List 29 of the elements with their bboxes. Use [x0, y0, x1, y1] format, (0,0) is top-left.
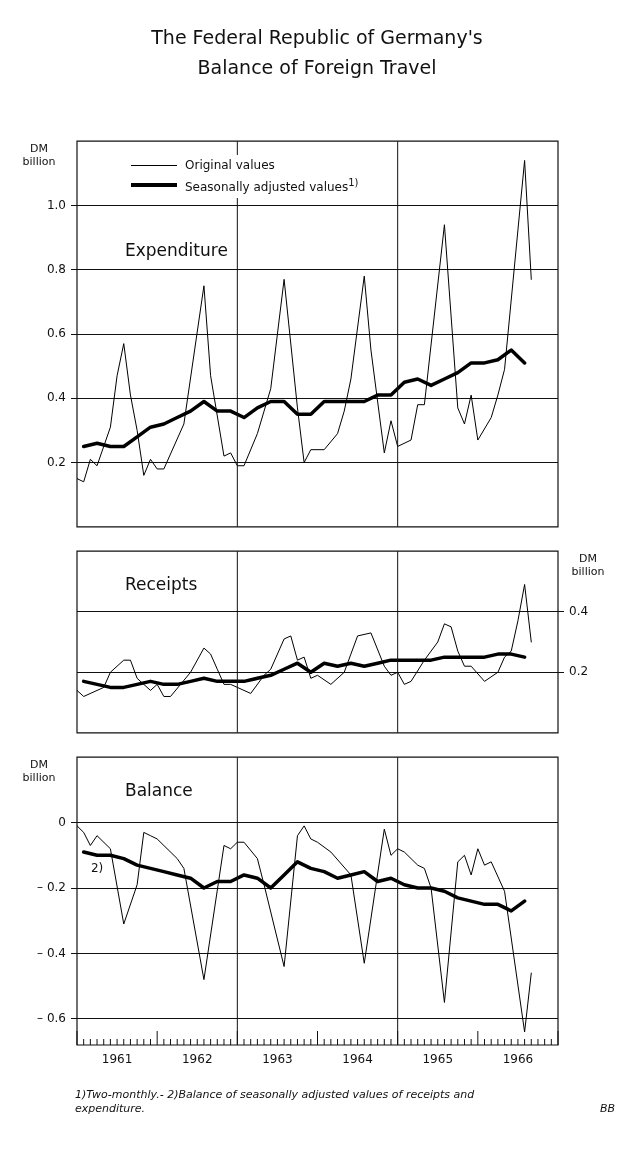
y-tick-label: – 0.6 — [37, 1010, 66, 1025]
y-tick-label: 0.4 — [46, 390, 66, 405]
y-axis-title: DM billion — [22, 141, 56, 168]
x-tick-label: 1963 — [262, 1052, 293, 1067]
x-tick-label: 1965 — [422, 1052, 454, 1067]
y2-tick-label: 0.2 — [569, 664, 589, 679]
y2-tick-label: 0.4 — [569, 603, 589, 618]
text: Receipts — [125, 573, 198, 594]
x-tick-label: 1961 — [101, 1052, 133, 1067]
x-tick-label: 1966 — [502, 1052, 534, 1067]
x-tick-label: 1962 — [181, 1052, 213, 1067]
chart-title: The Federal Republic of Germany's Balance of Foreign Travel — [150, 25, 484, 80]
y2-axis-title: DM billion — [571, 551, 605, 578]
y-tick-label: – 0.4 — [37, 945, 66, 960]
legend-label: Original values — [185, 157, 275, 175]
text: BB — [599, 1102, 615, 1116]
x-tick-label: 1964 — [342, 1052, 373, 1067]
y-axis-title: DM billion — [22, 757, 56, 784]
text: Expenditure — [125, 239, 228, 260]
y-tick-label: – 0.2 — [37, 880, 66, 895]
annotation: 2) — [90, 861, 104, 876]
text: Balance — [125, 779, 193, 800]
y-tick-label: 0.2 — [46, 454, 66, 469]
text: 1)Two-monthly.- 2)Balance of seasonally adjusted values of receipts and expenditure. — [75, 1088, 476, 1116]
y-tick-label: 1.0 — [46, 197, 66, 212]
y-tick-label: 0.6 — [46, 326, 66, 341]
y-tick-label: 0.8 — [46, 261, 66, 276]
y-tick-label: 0 — [58, 814, 66, 829]
legend-label: Seasonally adjusted values$^{1)}$ — [185, 176, 359, 197]
